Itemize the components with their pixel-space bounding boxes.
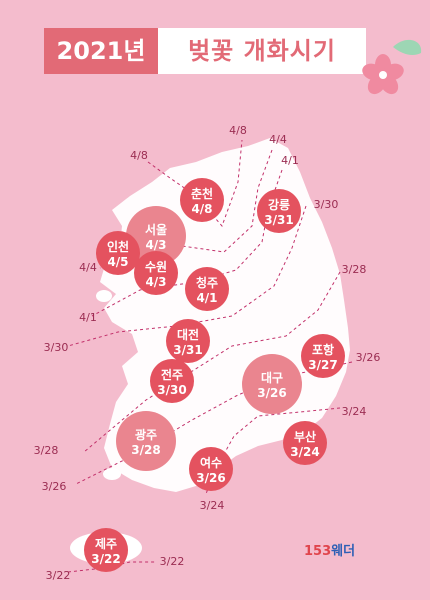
city-date: 3/26 [257, 386, 286, 400]
island-west [96, 290, 112, 302]
city-circle [301, 334, 345, 378]
city-name: 서울 [145, 222, 167, 237]
isoline-label: 3/30 [44, 341, 69, 354]
city-marker: 전주3/30 [150, 359, 194, 403]
isoline-label: 4/8 [229, 124, 247, 137]
city-circle [180, 178, 224, 222]
isoline-3-28 [83, 271, 341, 453]
city-date: 3/22 [91, 552, 120, 566]
isoline-label: 3/28 [342, 263, 367, 276]
island-southwest [103, 468, 121, 480]
city-circle [185, 267, 229, 311]
city-marker: 인천4/5 [96, 231, 140, 275]
city-name: 대구 [261, 371, 283, 385]
city-date: 3/30 [157, 383, 186, 397]
city-date: 4/8 [191, 202, 212, 216]
city-marker: 대전3/31 [166, 319, 210, 363]
city-marker: 광주3/28 [116, 411, 176, 471]
city-date: 3/24 [290, 445, 319, 459]
city-marker: 춘천4/8 [180, 178, 224, 222]
city-date: 4/3 [145, 238, 166, 252]
city-marker: 대구3/26 [242, 354, 302, 414]
city-date: 3/31 [173, 343, 202, 357]
isoline-label: 3/26 [42, 480, 67, 493]
city-circle [126, 206, 186, 266]
title-banner: 2021년 벚꽃 개화시기 [44, 28, 366, 74]
city-date: 3/28 [131, 443, 160, 457]
isoline-label: 4/1 [79, 311, 97, 324]
isoline-label: 3/26 [356, 351, 381, 364]
city-circle [134, 251, 178, 295]
city-date: 3/27 [308, 358, 337, 372]
isoline-label: 4/8 [130, 149, 148, 162]
city-date: 4/5 [107, 255, 128, 269]
city-marker: 제주3/22 [84, 528, 128, 572]
city-marker: 수원4/3 [134, 251, 178, 295]
cherry-blossom-icon [362, 39, 422, 95]
city-name: 인천 [107, 239, 129, 254]
isoline-label: 3/24 [342, 405, 367, 418]
city-circle [257, 189, 301, 233]
city-circle [150, 359, 194, 403]
city-name: 수원 [145, 260, 167, 274]
city-marker: 포항3/27 [301, 334, 345, 378]
city-marker: 청주4/1 [185, 267, 229, 311]
title-year: 2021년 [44, 28, 158, 74]
city-circle [242, 354, 302, 414]
city-name: 부산 [294, 429, 316, 444]
isoline-label: 3/22 [160, 555, 185, 568]
isoline-label: 4/1 [281, 154, 299, 167]
city-name: 춘천 [191, 186, 213, 201]
city-marker: 부산3/24 [283, 421, 327, 465]
city-circle [84, 528, 128, 572]
city-name: 여수 [200, 455, 222, 470]
city-name: 전주 [161, 367, 183, 382]
isoline-label: 3/24 [200, 499, 225, 512]
brand-part2: 웨더 [331, 544, 356, 559]
city-date: 3/31 [264, 213, 293, 227]
city-marker: 강릉3/31 [257, 189, 301, 233]
isoline-label: 4/4 [79, 261, 97, 274]
city-name: 제주 [95, 537, 117, 551]
city-circle [166, 319, 210, 363]
city-date: 4/3 [145, 275, 166, 289]
city-circle [189, 447, 233, 491]
city-name: 대전 [177, 327, 199, 342]
isoline-label: 3/28 [34, 444, 59, 457]
city-name: 포항 [312, 342, 334, 357]
city-circle [283, 421, 327, 465]
city-name: 광주 [135, 427, 157, 442]
city-date: 4/1 [196, 291, 217, 305]
city-circle [96, 231, 140, 275]
city-name: 강릉 [268, 197, 290, 212]
city-date: 3/26 [196, 471, 225, 485]
city-name: 청주 [196, 275, 218, 290]
title-text: 벚꽃 개화시기 [158, 28, 366, 74]
brand-part1: 153 [304, 544, 332, 559]
isoline-label: 3/22 [46, 569, 71, 582]
city-marker: 서울4/3 [126, 206, 186, 266]
isoline-3-30 [67, 205, 307, 347]
city-circle [116, 411, 176, 471]
isoline-label: 4/4 [269, 133, 287, 146]
city-marker: 여수3/26 [189, 447, 233, 491]
isoline-labels-layer: 4/8 4/4 4/8 4/1 3/30 3/28 4/4 4/1 3/30 3/26 3/24 3/… [34, 124, 381, 582]
brand-logo: 153웨더 [304, 540, 355, 559]
isoline-label: 3/30 [314, 198, 339, 211]
